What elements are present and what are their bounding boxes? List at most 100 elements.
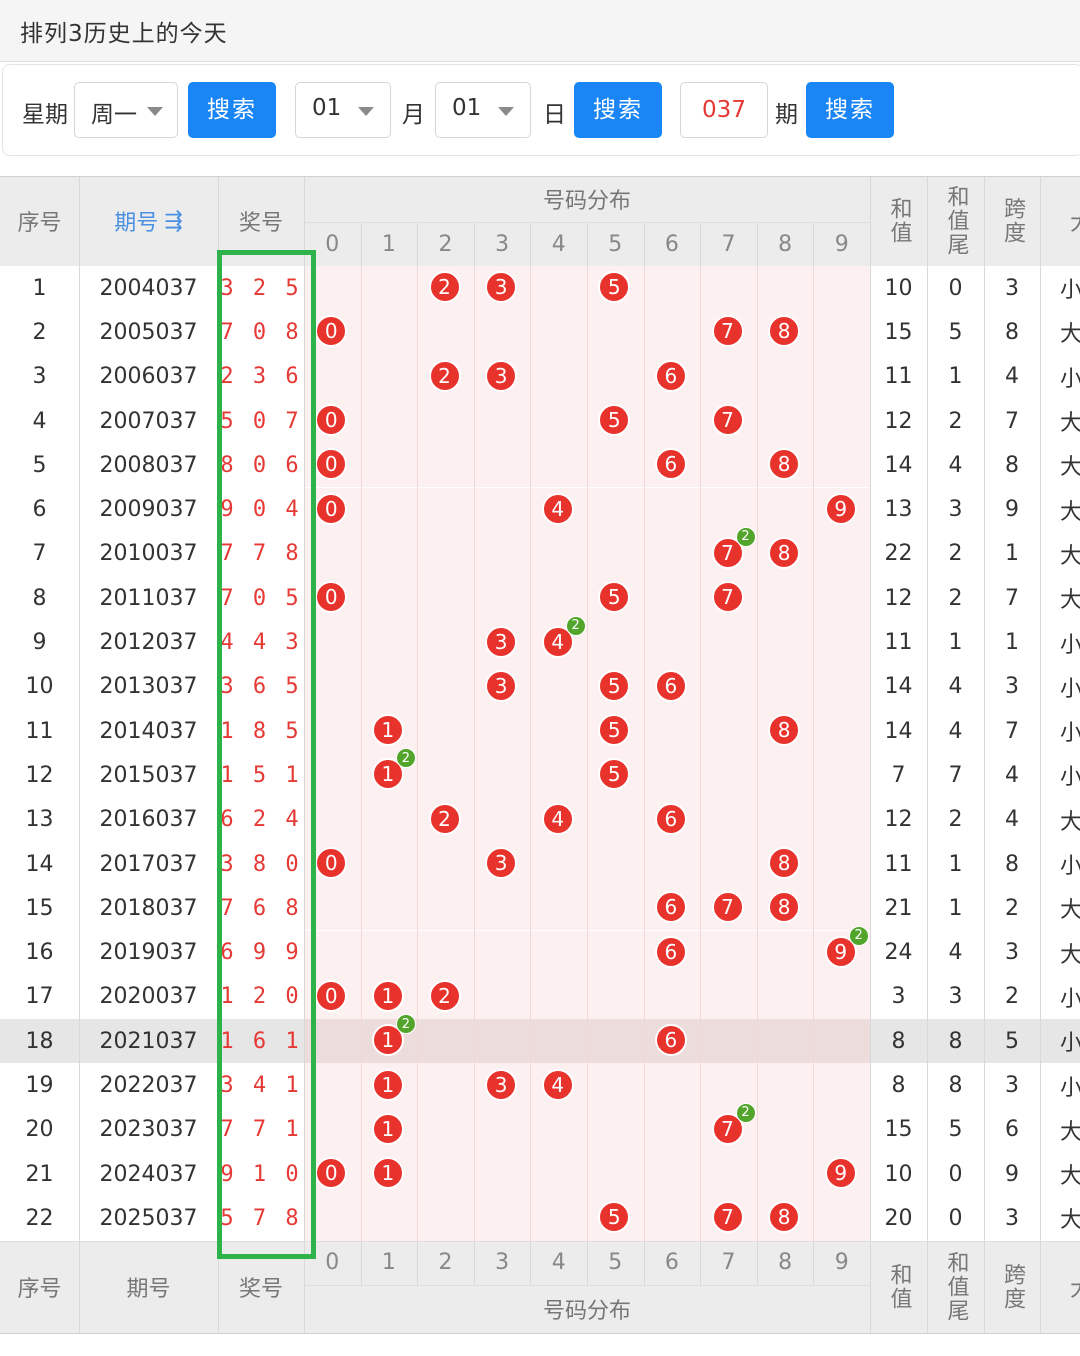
chevron-down-icon <box>498 107 514 116</box>
row-span: 4 <box>1005 762 1019 788</box>
header-period: 期号 <box>79 1240 218 1333</box>
row-period: 2011037 <box>99 585 198 611</box>
search-by-date-button[interactable]: 搜索 <box>574 82 662 138</box>
number-ball: 9 <box>824 1157 857 1190</box>
row-sum: 14 <box>884 452 913 478</box>
row-prize: 7 0 5 <box>220 585 302 611</box>
day-select[interactable]: 01 <box>435 82 531 138</box>
header-size: 大 <box>1040 1240 1080 1333</box>
divider <box>79 176 80 266</box>
row-size: 小 <box>1060 986 1080 1012</box>
divider <box>473 266 475 1241</box>
number-ball: 1 <box>371 1068 404 1101</box>
search-by-week-button[interactable]: 搜索 <box>188 82 276 138</box>
day-select-value: 01 <box>452 95 482 121</box>
header-digit: 5 <box>587 1240 644 1285</box>
divider <box>700 222 702 266</box>
search-by-period-button[interactable]: 搜索 <box>806 82 894 138</box>
row-period: 2015037 <box>99 762 198 788</box>
header-digit: 4 <box>530 1240 587 1285</box>
row-size: 大 <box>1060 543 1080 569</box>
header-size: 大 <box>1040 176 1080 266</box>
row-prize: 3 8 0 <box>220 851 302 877</box>
chevron-down-icon <box>147 107 163 116</box>
header-seq: 序号 <box>0 1240 79 1333</box>
row-sum: 11 <box>884 630 913 656</box>
number-ball: 5 <box>598 669 631 702</box>
row-sum: 3 <box>891 984 906 1010</box>
row-sum-tail: 0 <box>948 275 963 301</box>
header-period[interactable]: 期号 ⇶ <box>79 176 218 266</box>
row-sum: 24 <box>884 940 913 966</box>
row-span: 3 <box>1005 1205 1019 1231</box>
row-size: 大 <box>1060 499 1080 525</box>
row-prize: 2 3 6 <box>220 364 302 390</box>
repeat-count-badge: 2 <box>848 925 869 946</box>
header-digit: 8 <box>756 222 814 266</box>
row-size: 小 <box>1060 721 1080 747</box>
row-period: 2020037 <box>99 984 198 1010</box>
number-ball: 8 <box>768 714 801 747</box>
divider <box>1040 176 1041 266</box>
row-sum-tail: 1 <box>948 630 963 656</box>
header-distribution: 号码分布 <box>304 1284 870 1333</box>
search-panel <box>2 64 1080 156</box>
row-sum: 12 <box>884 807 913 833</box>
repeat-count-badge: 2 <box>395 748 416 769</box>
row-period: 2010037 <box>99 541 198 567</box>
row-sum-tail: 3 <box>948 497 963 523</box>
week-select[interactable]: 周一 <box>74 82 178 138</box>
row-prize: 7 0 8 <box>220 319 302 345</box>
row-span: 2 <box>1005 895 1019 921</box>
number-ball: 5 <box>598 404 631 437</box>
row-sum: 15 <box>884 319 913 345</box>
period-input[interactable]: 037 <box>680 82 768 138</box>
prize-column-highlight <box>217 250 316 1259</box>
header-sum-tail: 和值尾 <box>927 1240 984 1333</box>
row-sum: 15 <box>884 1117 913 1143</box>
row-prize: 6 2 4 <box>220 807 302 833</box>
number-ball: 6 <box>654 802 687 835</box>
row-period: 2019037 <box>99 940 198 966</box>
row-seq: 8 <box>32 585 47 611</box>
row-span: 3 <box>1005 674 1019 700</box>
number-ball: 0 <box>315 315 348 348</box>
divider <box>813 1240 815 1285</box>
row-sum-tail: 5 <box>948 1117 963 1143</box>
divider <box>530 222 532 266</box>
number-ball: 7 <box>711 404 744 437</box>
number-ball: 1 <box>371 979 404 1012</box>
divider <box>473 1240 475 1285</box>
number-ball: 5 <box>598 1201 631 1234</box>
row-prize: 3 2 5 <box>220 275 302 301</box>
row-span: 7 <box>1005 585 1019 611</box>
row-prize: 8 0 6 <box>220 452 302 478</box>
row-prize: 1 5 1 <box>220 762 302 788</box>
divider <box>927 1240 928 1333</box>
row-size: 小 <box>1060 632 1080 658</box>
divider <box>587 1240 588 1285</box>
row-size: 大 <box>1060 322 1080 348</box>
row-prize: 3 4 1 <box>220 1073 302 1099</box>
row-size: 大 <box>1060 1208 1080 1234</box>
divider <box>870 1240 871 1333</box>
month-select[interactable]: 01 <box>295 82 391 138</box>
number-ball: 8 <box>768 1201 801 1234</box>
divider <box>643 266 645 1241</box>
row-prize: 5 0 7 <box>220 408 302 434</box>
row-span: 1 <box>1005 541 1019 567</box>
divider <box>984 176 985 266</box>
row-span: 1 <box>1005 630 1019 656</box>
sort-icon[interactable]: ⇶ <box>164 208 183 234</box>
number-ball: 8 <box>768 315 801 348</box>
number-ball: 9 <box>824 492 857 525</box>
number-ball: 3 <box>485 669 518 702</box>
divider <box>304 266 305 1241</box>
number-ball: 0 <box>315 979 348 1012</box>
divider <box>304 1240 305 1333</box>
number-ball: 3 <box>485 625 518 658</box>
number-ball: 2 <box>428 979 461 1012</box>
row-span: 8 <box>1005 452 1019 478</box>
row-sum: 7 <box>891 762 906 788</box>
week-select-value: 周一 <box>91 102 137 128</box>
